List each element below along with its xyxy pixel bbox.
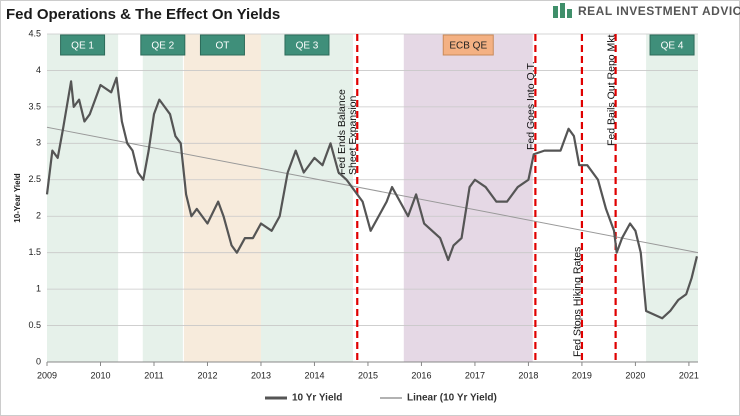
series-line	[45, 76, 698, 320]
chart-title: Fed Operations & The Effect On Yields	[6, 6, 280, 23]
logo-text: REAL INVESTMENT ADVICE	[578, 4, 740, 18]
region	[646, 34, 698, 362]
region-label: QE 4	[661, 41, 684, 52]
logo-icon	[553, 3, 572, 18]
region	[260, 34, 353, 362]
y-tick-label: 2.5	[28, 174, 41, 184]
region-tag	[199, 34, 245, 56]
region	[47, 34, 119, 362]
y-tick-label: 1.5	[28, 247, 41, 257]
y-tick-label: 3	[36, 138, 41, 148]
x-tick-label: 2017	[465, 370, 485, 380]
y-tick-label: 1	[36, 283, 41, 293]
x-tick-label: 2021	[679, 370, 699, 380]
y-tick-label: 0	[36, 356, 41, 366]
event-label: Fed Goes Into Q.T.	[525, 61, 537, 150]
event-label: Sheet Expansion	[347, 95, 359, 175]
event-label: Fed Bails Out Repo Mkt	[605, 34, 617, 146]
x-tick-label: 2015	[358, 370, 378, 380]
x-tick-label: 2019	[572, 370, 592, 380]
region-label: QE 3	[296, 41, 319, 52]
y-tick-label: 3.5	[28, 101, 41, 111]
y-tick-label: 4.5	[28, 28, 41, 38]
region-tag	[60, 34, 106, 56]
x-tick-label: 2011	[144, 370, 163, 380]
x-tick-label: 2020	[625, 370, 645, 380]
region	[142, 34, 183, 362]
y-tick-label: 4	[36, 65, 41, 75]
x-tick-label: 2010	[90, 370, 110, 380]
x-tick-label: 2018	[518, 370, 538, 380]
x-tick-label: 2009	[37, 370, 57, 380]
event-label: Fed Ends Balance	[336, 89, 348, 175]
y-axis-label: 10-Year Yield	[13, 173, 22, 222]
region-label: QE 1	[71, 41, 94, 52]
x-tick-label: 2012	[197, 370, 217, 380]
region-tag	[284, 34, 330, 56]
region-tag	[140, 34, 186, 56]
region-label: ECB QE	[449, 41, 487, 52]
legend-label: 10 Yr Yield	[292, 393, 342, 404]
x-tick-label: 2016	[411, 370, 431, 380]
region-tag	[649, 34, 695, 56]
region-label: OT	[216, 41, 230, 52]
legend-label: Linear (10 Yr Yield)	[407, 393, 497, 404]
y-tick-label: 0.5	[28, 320, 41, 330]
region	[183, 34, 261, 362]
x-tick-label: 2014	[304, 370, 324, 380]
event-label: Fed Stops Hiking Rates	[572, 247, 584, 357]
region-tag	[442, 34, 494, 56]
x-tick-label: 2013	[251, 370, 271, 380]
series-line	[46, 126, 699, 254]
y-tick-label: 2	[36, 211, 41, 221]
region-label: QE 2	[151, 41, 174, 52]
